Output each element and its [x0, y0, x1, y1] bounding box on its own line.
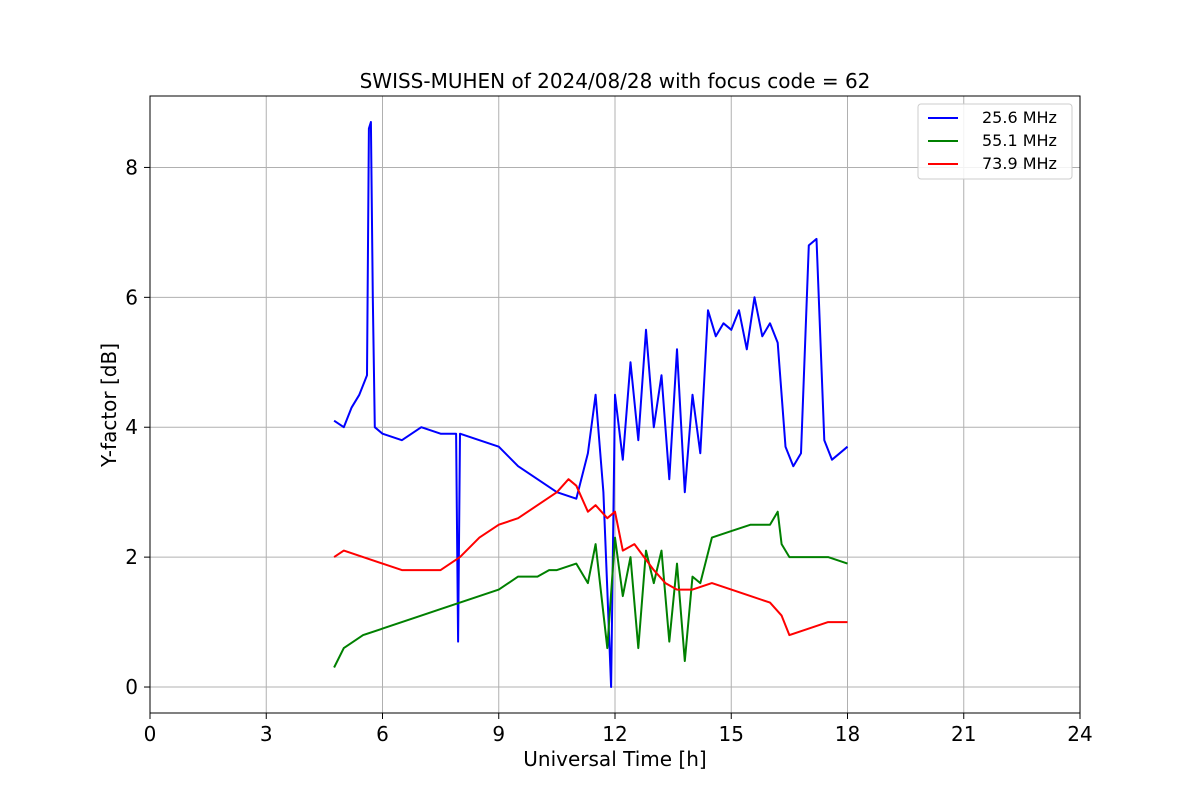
- y-tick-label: 0: [125, 675, 138, 699]
- legend-label-series-1: 25.6 MHz: [982, 108, 1057, 127]
- legend-box: [917, 103, 1073, 180]
- y-tick-label: 8: [125, 155, 138, 179]
- x-tick-label: 15: [719, 722, 744, 746]
- legend-label-series-3: 73.9 MHz: [982, 154, 1057, 173]
- y-tick-label: 2: [125, 545, 138, 569]
- chart-title: SWISS-MUHEN of 2024/08/28 with focus cod…: [360, 69, 871, 93]
- x-tick-label: 12: [602, 722, 627, 746]
- x-tick-label: 24: [1067, 722, 1092, 746]
- legend-label-series-2: 55.1 MHz: [982, 131, 1057, 150]
- series-line-1: [333, 121, 849, 688]
- x-tick-label: 6: [376, 722, 389, 746]
- x-axis-label: Universal Time [h]: [523, 747, 706, 771]
- y-tick-label: 6: [125, 285, 138, 309]
- x-tick-label: 21: [951, 722, 976, 746]
- x-tick-label: 9: [492, 722, 505, 746]
- x-tick-label: 18: [835, 722, 860, 746]
- series-line-3: [333, 478, 848, 637]
- y-axis-label: Y-factor [dB]: [97, 343, 121, 468]
- plot-area: [333, 121, 849, 688]
- legend: 25.6 MHz 55.1 MHz 73.9 MHz: [917, 103, 1073, 180]
- y-tick-label: 4: [125, 415, 138, 439]
- x-tick-label: 0: [144, 722, 157, 746]
- x-tick-label: 3: [260, 722, 273, 746]
- series-line-2: [333, 510, 848, 668]
